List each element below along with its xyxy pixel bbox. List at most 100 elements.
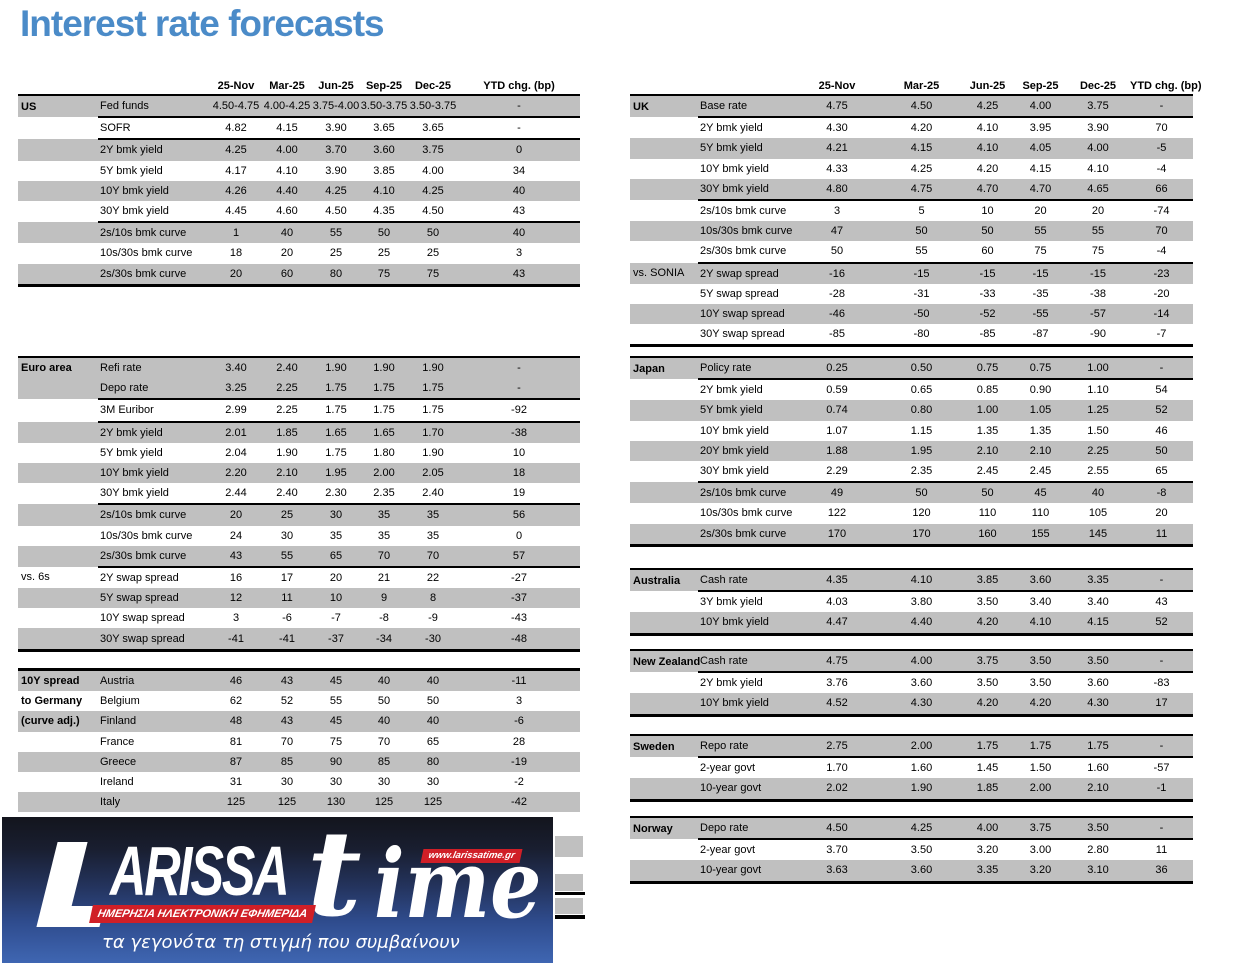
region-label [630, 200, 698, 221]
row-label: 2s/10s bmk curve [698, 482, 791, 504]
column-header: Jun-25 [312, 77, 360, 96]
forecast-value: 3.10 [1066, 860, 1130, 883]
forecast-value: 1 [210, 222, 262, 244]
forecast-value: 1.15 [910, 424, 933, 437]
forecast-value: 3.80 [910, 596, 933, 609]
forecast-value: 3.65 [360, 117, 408, 141]
region-label [630, 672, 698, 693]
region-label [18, 545, 98, 567]
forecast-value: 2.55 [1066, 460, 1130, 484]
forecast-value: 35 [426, 529, 440, 542]
forecast-value: 4.03 [826, 596, 848, 609]
covered-table-line [555, 892, 585, 895]
page-title: Interest rate forecasts [20, 3, 385, 44]
forecast-value: 4.20 [1015, 693, 1066, 716]
forecast-value: 2.35 [883, 460, 960, 484]
column-header: Mar-25 [262, 77, 312, 96]
forecast-value: 46 [210, 669, 262, 692]
ytd-change-value: 36 [1130, 860, 1193, 883]
column-header: Jun-25 [960, 77, 1015, 96]
forecast-value: 2.10 [1066, 778, 1130, 801]
region-label [630, 284, 698, 304]
forecast-value: 1.07 [826, 424, 848, 437]
ytd-change-value: -4 [1130, 241, 1193, 264]
ytd-change-value: 40 [458, 222, 580, 244]
forecast-value: 2.25 [1066, 440, 1130, 461]
forecast-value: 43 [262, 669, 312, 692]
forecast-value: 1.00 [1066, 357, 1130, 381]
region-label [630, 839, 698, 860]
header-spacer [98, 77, 210, 96]
row-label: Refi rate [98, 357, 210, 379]
ytd-change-value: -57 [1153, 762, 1170, 775]
row-label: 2Y bmk yield [98, 421, 210, 443]
forecast-value: 80 [312, 263, 360, 286]
ytd-change-value: 3 [515, 247, 523, 260]
forecast-value: -30 [408, 628, 458, 651]
forecast-value: 1.75 [408, 399, 458, 423]
forecast-value: 4.25 [408, 180, 458, 201]
logo-website-url: www.larissatime.gr [420, 849, 523, 863]
region-label [630, 159, 698, 179]
row-label: 30Y bmk yield [98, 200, 210, 224]
forecast-value: 4.25 [312, 180, 360, 201]
table-row: 10Y bmk yield 4.52 4.30 4.20 4.20 4.30 17 [630, 693, 1193, 716]
forecast-value: 1.00 [960, 400, 1015, 421]
region-label [18, 608, 98, 628]
ytd-change-value: 43 [458, 263, 580, 286]
forecast-value: 3.50 [1029, 677, 1052, 690]
forecast-value: -35 [1032, 287, 1049, 300]
ytd-change-value: - [1130, 357, 1193, 381]
forecast-value: 2.00 [360, 462, 408, 484]
region-label [630, 324, 698, 346]
table-row: 30Y bmk yield 4.45 4.60 4.50 4.35 4.50 43 [18, 200, 580, 224]
forecast-value: 1.85 [960, 778, 1015, 801]
ytd-change-value: -43 [511, 612, 527, 625]
forecast-value: 1.45 [976, 762, 999, 775]
region-label [630, 117, 698, 138]
table-us: 25-Nov Mar-25 Jun-25 Sep-25 Dec-25 YTD chg. (… [18, 77, 580, 287]
row-label: Greece [98, 751, 210, 772]
row-label: 10s/30s bmk curve [698, 221, 792, 242]
forecast-value: 16 [229, 571, 243, 584]
forecast-value: 3 [833, 205, 841, 218]
forecast-value: 43 [210, 545, 262, 568]
forecast-value: 1.75 [360, 399, 408, 423]
region-label [630, 138, 698, 159]
table-row: 30Y bmk yield 2.29 2.35 2.45 2.45 2.55 65 [630, 460, 1193, 484]
row-label: 10Y bmk yield [98, 462, 210, 484]
forecast-value: 55 [262, 545, 312, 568]
region-label [630, 860, 698, 883]
ytd-change-value: -20 [1153, 287, 1170, 300]
table-row: SOFR 4.82 4.15 3.90 3.65 3.65- [18, 117, 580, 141]
forecast-value: 1.95 [883, 440, 960, 461]
region-label [18, 504, 98, 526]
table-row: vs. 6s 2Y swap spread 16 17 20 21 22 -27 [18, 567, 580, 588]
table-row: Euro area Refi rate 3.40 2.40 1.90 1.90 1.90- [18, 357, 580, 379]
region-label: UK [630, 95, 698, 118]
forecast-value: 155 [1015, 523, 1066, 546]
region-label [630, 612, 698, 635]
region-label [18, 462, 98, 484]
ytd-change-value: -83 [1153, 677, 1170, 690]
region-label: New Zealand [630, 650, 700, 673]
row-label: 2Y bmk yield [700, 122, 763, 135]
forecast-value: 2.20 [210, 462, 262, 484]
forecast-value: 4.30 [1066, 693, 1130, 716]
ytd-change-value: 20 [1155, 507, 1168, 520]
forecast-value: 65 [312, 545, 360, 568]
forecast-value: 4.10 [976, 122, 999, 135]
table-spread_10y_germany: 10Y spread Austria 46 43 45 40 40 -11 to Germany… [18, 668, 580, 813]
region-label [18, 161, 98, 181]
table-row: 2Y bmk yield 3.76 3.60 3.50 3.50 3.60 -83 [630, 672, 1193, 693]
forecast-value: 30 [280, 776, 294, 789]
region-label [18, 628, 98, 651]
covered-table-fragment [555, 874, 583, 891]
forecast-value: 4.30 [883, 693, 960, 716]
forecast-value: 4.10 [1087, 162, 1109, 175]
region-label: US [18, 95, 98, 118]
forecast-value: 1.75 [360, 378, 408, 401]
forecast-value: 45 [312, 711, 360, 732]
row-label: 5Y bmk yield [100, 446, 163, 459]
forecast-value: -90 [1090, 328, 1106, 341]
